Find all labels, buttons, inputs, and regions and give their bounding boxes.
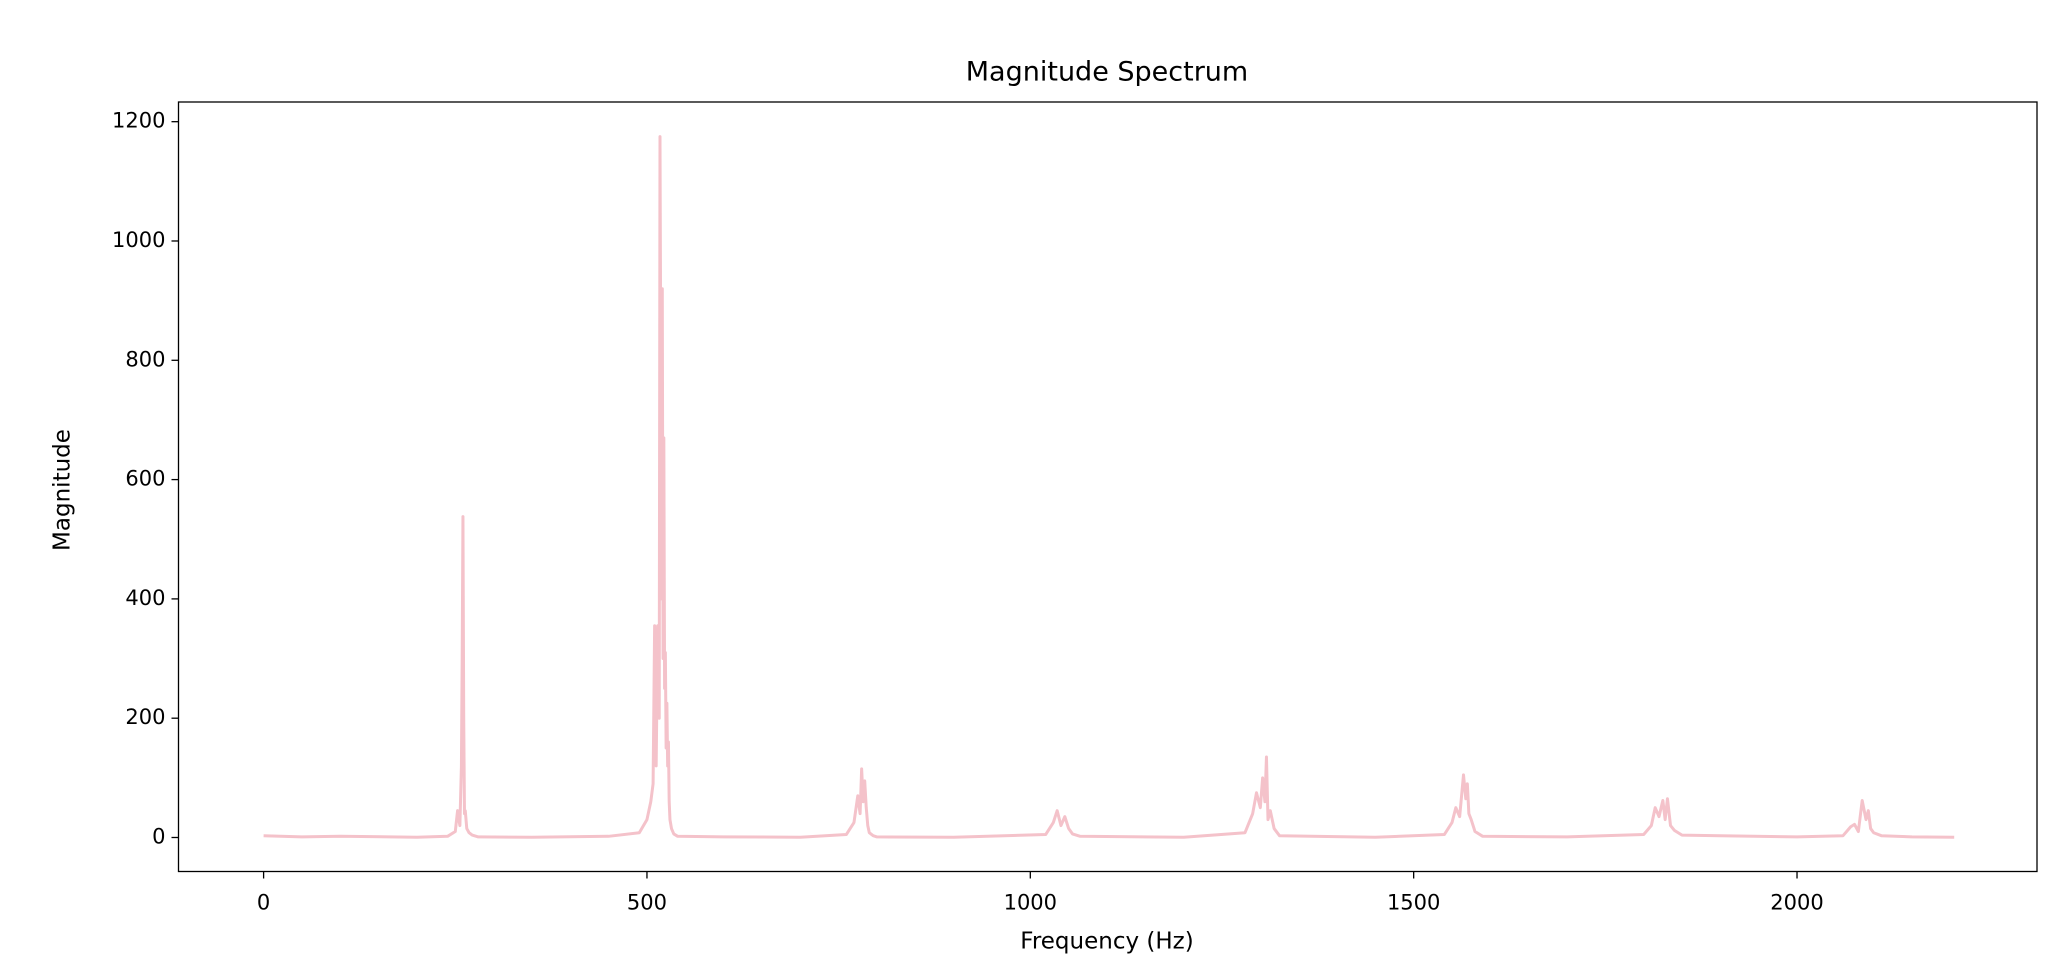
x-tick-label: 2000 (1770, 891, 1823, 915)
x-tick-label: 1500 (1387, 891, 1440, 915)
plot-frame (177, 101, 2038, 873)
x-axis-label: Frequency (Hz) (1020, 929, 1193, 955)
y-tick-label: 1200 (112, 109, 165, 133)
x-tick-label: 0 (257, 891, 270, 915)
y-tick-label: 600 (125, 467, 165, 491)
y-axis-label: Magnitude (50, 429, 76, 551)
chart-title: Magnitude Spectrum (966, 57, 1248, 88)
y-tick-label: 200 (125, 705, 165, 729)
x-tick-label: 1000 (1004, 891, 1057, 915)
y-tick-label: 400 (125, 586, 165, 610)
spectrum-line (263, 135, 1955, 839)
x-tick-label: 500 (627, 891, 667, 915)
y-tick-label: 0 (152, 824, 165, 848)
y-tick-label: 1000 (112, 228, 165, 252)
y-tick-label: 800 (125, 347, 165, 371)
